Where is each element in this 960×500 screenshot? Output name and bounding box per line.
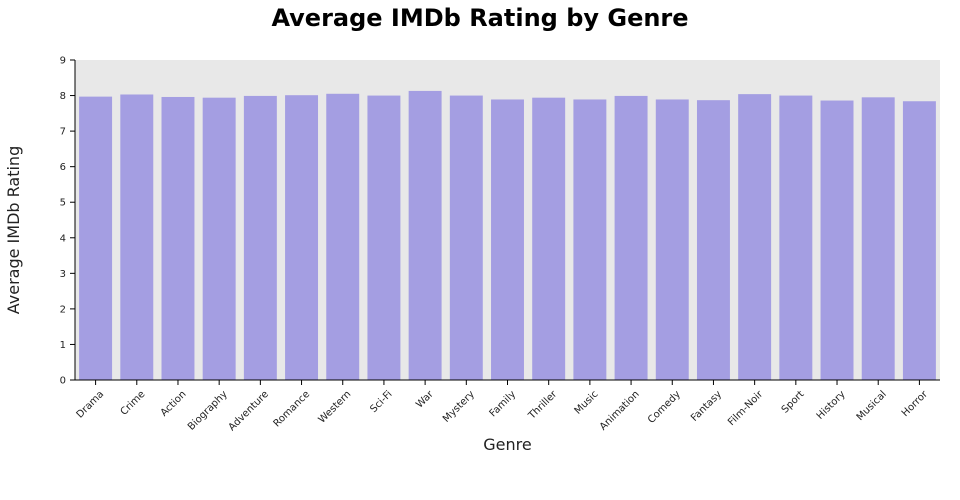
bar-drama: [79, 96, 113, 381]
y-tick-label: 6: [60, 162, 66, 173]
x-tick-label: Film-Noir: [726, 388, 766, 428]
y-tick-label: 2: [60, 304, 66, 315]
bar-animation: [614, 95, 648, 380]
x-tick-label: Comedy: [646, 389, 683, 426]
x-tick-label: Animation: [598, 389, 642, 433]
bar-fantasy: [696, 100, 730, 381]
y-tick-label: 3: [60, 269, 66, 280]
x-axis-title: Genre: [483, 435, 531, 454]
bar-music: [573, 99, 607, 380]
x-tick-label: History: [815, 389, 848, 422]
y-tick-label: 1: [60, 340, 66, 351]
bar-film-noir: [738, 94, 772, 380]
bar-biography: [202, 97, 236, 380]
x-tick-label: Music: [573, 389, 601, 417]
x-tick-label: Fantasy: [689, 389, 724, 424]
x-tick-label: Crime: [119, 389, 148, 418]
y-axis: 0 1 2 3 4 5 6 7 8 9: [60, 56, 76, 387]
y-tick-label: 4: [60, 233, 66, 244]
x-tick-label: Horror: [900, 388, 931, 419]
bar-action: [161, 96, 195, 380]
chart-title: Average IMDb Rating by Genre: [271, 4, 689, 32]
x-tick-label: Sport: [780, 389, 807, 416]
bar-war: [408, 90, 442, 381]
y-tick-label: 9: [60, 56, 66, 67]
bar-romance: [285, 95, 319, 380]
y-tick-label: 8: [60, 91, 66, 102]
y-tick-label: 5: [60, 198, 66, 209]
x-tick-label: Action: [159, 389, 189, 419]
bar-family: [491, 99, 524, 380]
bar-musical: [861, 97, 895, 380]
bar-thriller: [532, 97, 566, 380]
x-tick-label: Adventure: [227, 389, 271, 433]
bar-horror: [902, 101, 936, 381]
x-tick-label: Musical: [855, 389, 889, 423]
x-tick-label: Thriller: [526, 388, 560, 422]
bar-adventure: [243, 95, 277, 380]
x-tick-label: Family: [488, 389, 519, 420]
x-tick-label: Biography: [186, 389, 230, 433]
bars-group: [79, 90, 936, 381]
bar-crime: [120, 94, 154, 381]
x-tick-label: War: [414, 388, 436, 410]
y-tick-label: 0: [60, 376, 66, 387]
bar-sci-fi: [367, 95, 401, 380]
x-tick-label: Sci-Fi: [368, 389, 394, 415]
y-axis-title: Average IMDb Rating: [4, 146, 23, 314]
bar-history: [820, 100, 854, 380]
bar-sport: [779, 95, 813, 380]
x-tick-label: Drama: [75, 389, 107, 421]
x-tick-label: Romance: [272, 389, 313, 430]
bar-comedy: [655, 99, 689, 380]
x-tick-label: Western: [317, 389, 354, 426]
bar-western: [326, 93, 360, 380]
x-tick-label: Mystery: [441, 389, 477, 425]
bar-mystery: [449, 95, 483, 380]
y-tick-label: 7: [60, 127, 66, 138]
